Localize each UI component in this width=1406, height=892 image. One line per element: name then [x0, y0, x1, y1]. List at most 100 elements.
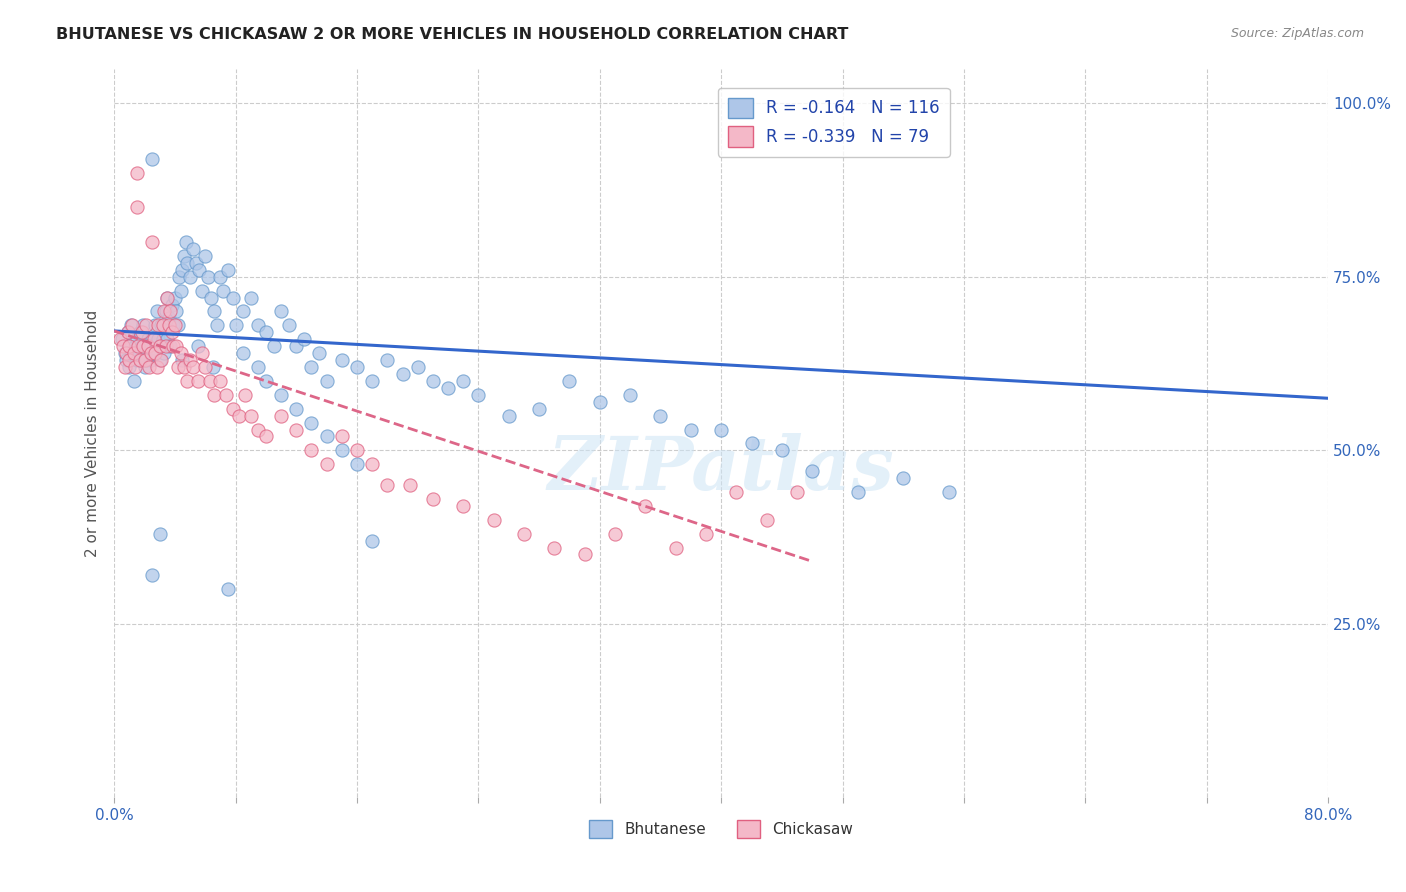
Point — [117, 326, 139, 340]
Point — [134, 353, 156, 368]
Point — [891, 471, 914, 485]
Point — [138, 359, 160, 374]
Point — [209, 374, 232, 388]
Point — [232, 346, 254, 360]
Point — [315, 374, 337, 388]
Point — [157, 311, 180, 326]
Point — [233, 388, 256, 402]
Point — [169, 269, 191, 284]
Point — [301, 443, 323, 458]
Point — [132, 318, 155, 333]
Point — [285, 401, 308, 416]
Point — [141, 568, 163, 582]
Point — [172, 263, 194, 277]
Point — [153, 304, 176, 318]
Point — [120, 318, 142, 333]
Point — [129, 326, 152, 340]
Point — [148, 332, 170, 346]
Point — [114, 346, 136, 360]
Point — [110, 332, 132, 346]
Point — [292, 332, 315, 346]
Point — [142, 346, 165, 360]
Point — [247, 423, 270, 437]
Point — [330, 353, 353, 368]
Point — [112, 339, 135, 353]
Point — [184, 256, 207, 270]
Point — [165, 339, 187, 353]
Point — [115, 346, 138, 360]
Point — [111, 332, 134, 346]
Point — [194, 249, 217, 263]
Point — [135, 353, 157, 368]
Point — [308, 346, 330, 360]
Point — [156, 291, 179, 305]
Point — [114, 359, 136, 374]
Point — [786, 485, 808, 500]
Point — [149, 526, 172, 541]
Point — [191, 284, 214, 298]
Point — [179, 269, 201, 284]
Point — [150, 318, 173, 333]
Point — [141, 235, 163, 249]
Point — [155, 339, 177, 353]
Point — [152, 332, 174, 346]
Point — [239, 409, 262, 423]
Point — [118, 339, 141, 353]
Point — [225, 318, 247, 333]
Point — [163, 291, 186, 305]
Point — [117, 326, 139, 340]
Point — [160, 326, 183, 340]
Point — [162, 339, 184, 353]
Point — [129, 353, 152, 368]
Point — [239, 291, 262, 305]
Point — [938, 485, 960, 500]
Point — [200, 291, 222, 305]
Point — [221, 401, 243, 416]
Point — [118, 359, 141, 374]
Point — [232, 304, 254, 318]
Point — [710, 423, 733, 437]
Point — [589, 394, 612, 409]
Point — [149, 353, 172, 368]
Point — [173, 249, 195, 263]
Point — [156, 291, 179, 305]
Point — [150, 353, 173, 368]
Point — [152, 318, 174, 333]
Point — [115, 353, 138, 368]
Legend: Bhutanese, Chickasaw: Bhutanese, Chickasaw — [583, 814, 859, 845]
Point — [176, 374, 198, 388]
Point — [118, 353, 141, 368]
Point — [139, 346, 162, 360]
Point — [346, 443, 368, 458]
Point — [270, 409, 292, 423]
Point — [188, 263, 211, 277]
Point — [498, 409, 520, 423]
Point — [159, 339, 181, 353]
Point — [187, 374, 209, 388]
Point — [167, 318, 190, 333]
Point — [215, 388, 238, 402]
Text: ZIPatlas: ZIPatlas — [548, 434, 894, 506]
Point — [801, 464, 824, 478]
Point — [153, 346, 176, 360]
Point — [361, 457, 384, 471]
Point — [125, 332, 148, 346]
Point — [135, 318, 157, 333]
Text: Source: ZipAtlas.com: Source: ZipAtlas.com — [1230, 27, 1364, 40]
Point — [179, 353, 201, 368]
Point — [136, 339, 159, 353]
Point — [254, 326, 277, 340]
Point — [142, 332, 165, 346]
Point — [170, 284, 193, 298]
Point — [162, 318, 184, 333]
Point — [122, 346, 145, 360]
Point — [315, 457, 337, 471]
Point — [149, 339, 172, 353]
Point — [201, 359, 224, 374]
Point — [399, 478, 422, 492]
Point — [127, 339, 149, 353]
Point — [315, 429, 337, 443]
Point — [202, 304, 225, 318]
Point — [197, 269, 219, 284]
Point — [167, 359, 190, 374]
